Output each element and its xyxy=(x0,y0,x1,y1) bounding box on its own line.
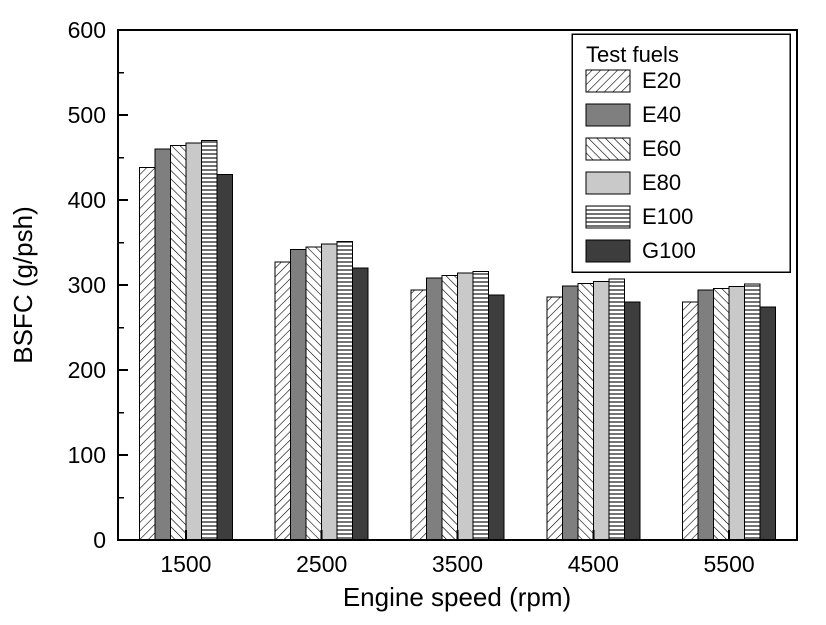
bar-E80-3500 xyxy=(457,272,474,541)
bar-E20-2500 xyxy=(274,261,292,541)
y-tick-label: 500 xyxy=(68,102,106,128)
x-tick-label: 5500 xyxy=(704,551,755,577)
bar-E20-4500 xyxy=(546,296,563,541)
x-axis-title: Engine speed (rpm) xyxy=(343,582,571,612)
bar-G100-5500 xyxy=(759,306,777,541)
bar-E60-1500 xyxy=(169,145,187,541)
bar-E40-2500 xyxy=(290,248,307,541)
y-tick-label: 600 xyxy=(68,17,106,43)
bar-E80-1500 xyxy=(185,142,202,541)
bar-E100-3500 xyxy=(472,270,489,541)
legend-swatch-E60 xyxy=(585,137,631,161)
legend-label-E20: E20 xyxy=(642,68,681,93)
bar-G100-4500 xyxy=(623,301,641,541)
bar-G100-1500 xyxy=(216,174,233,541)
legend-label-G100: G100 xyxy=(642,238,696,263)
legend-title: Test fuels xyxy=(586,42,679,67)
legend-label-E60: E60 xyxy=(642,136,681,161)
bar-E80-5500 xyxy=(728,286,746,541)
bar-G100-3500 xyxy=(488,294,505,541)
bar-E100-1500 xyxy=(200,140,218,541)
bar-E20-3500 xyxy=(410,289,427,541)
x-tick-label: 3500 xyxy=(432,551,483,577)
bar-E100-2500 xyxy=(336,241,354,541)
bar-E40-1500 xyxy=(154,148,171,541)
y-tick-label: 0 xyxy=(93,527,106,553)
x-tick-label: 1500 xyxy=(160,551,211,577)
bar-E40-5500 xyxy=(697,289,715,541)
bar-E60-2500 xyxy=(305,246,323,541)
bar-E20-1500 xyxy=(138,167,156,541)
bar-E100-4500 xyxy=(608,278,625,541)
bar-E40-4500 xyxy=(561,285,579,541)
legend-swatch-G100 xyxy=(585,239,631,263)
legend-swatch-E40 xyxy=(585,103,631,127)
bars-layer xyxy=(138,140,777,541)
legend-swatch-E100 xyxy=(585,205,631,229)
legend-label-E100: E100 xyxy=(642,204,693,229)
x-tick-label: 2500 xyxy=(296,551,347,577)
bar-E60-5500 xyxy=(713,287,730,541)
bar-E60-4500 xyxy=(577,282,594,541)
bar-E80-2500 xyxy=(321,243,338,541)
bar-E60-3500 xyxy=(441,275,458,541)
axis-layer: 0 100 200 300 400 500 600 1500 2500 3500 4500 5500 xyxy=(68,17,798,577)
legend-swatch-E80 xyxy=(585,171,631,195)
bar-G100-2500 xyxy=(352,267,369,541)
y-tick-label: 300 xyxy=(68,272,106,298)
legend-swatch-E20 xyxy=(585,69,631,93)
legend-label-E40: E40 xyxy=(642,102,681,127)
plot-frame xyxy=(117,29,798,541)
x-tick-label: 4500 xyxy=(568,551,619,577)
y-tick-label: 100 xyxy=(68,442,106,468)
legend-label-E80: E80 xyxy=(642,170,681,195)
bar-E40-3500 xyxy=(426,277,443,541)
bar-E20-5500 xyxy=(682,301,699,541)
y-axis-title: BSFC (g/psh) xyxy=(8,206,38,364)
y-tick-label: 200 xyxy=(68,357,106,383)
bar-E100-5500 xyxy=(744,283,761,541)
y-tick-label: 400 xyxy=(68,187,106,213)
bar-E80-4500 xyxy=(592,281,610,541)
